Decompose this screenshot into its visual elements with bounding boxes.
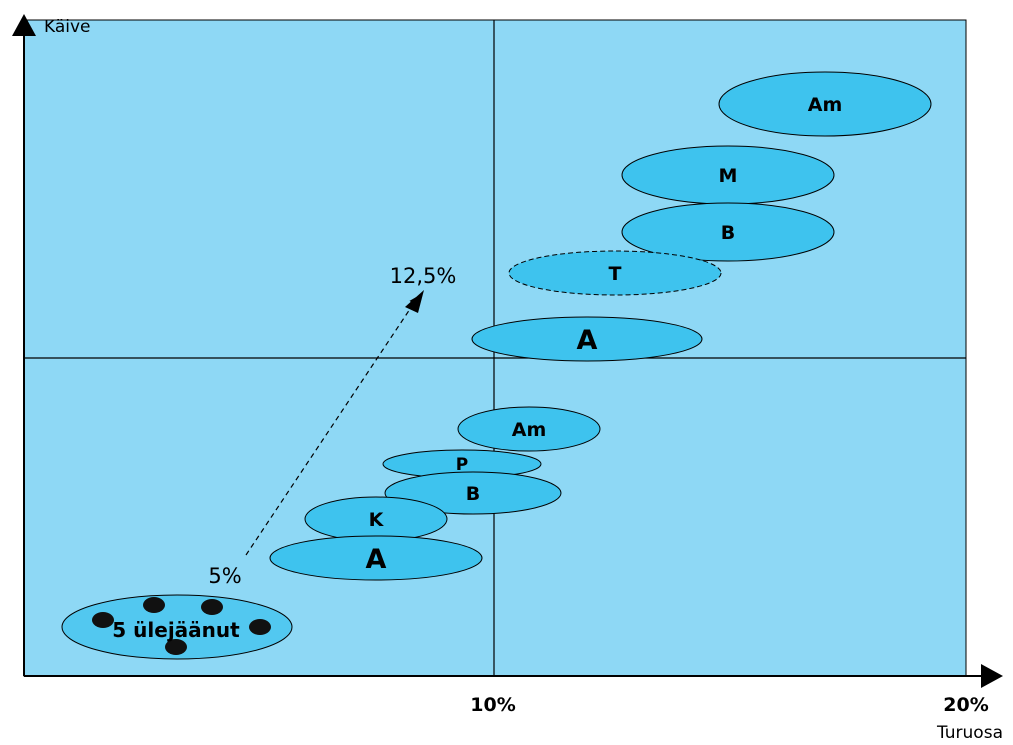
svg-text:T: T: [609, 263, 622, 285]
bubble-a-low: A: [269, 535, 483, 581]
bubble-am-top: Am: [718, 71, 932, 137]
growth-arrowhead: [405, 290, 424, 313]
bubble-b-top: B: [621, 202, 835, 262]
svg-text:M: M: [719, 165, 738, 187]
y-axis-arrowhead: [12, 14, 36, 36]
svg-text:Am: Am: [512, 419, 547, 441]
x-axis-title: Turuosa: [936, 723, 1003, 743]
svg-text:A: A: [577, 325, 598, 356]
bubble-rest: 5 ülejäänut: [61, 594, 293, 660]
competitor-dot: [165, 639, 187, 655]
svg-text:B: B: [466, 483, 480, 505]
svg-text:A: A: [366, 544, 387, 575]
svg-text:5 ülejäänut: 5 ülejäänut: [112, 618, 240, 642]
bubble-m: M: [621, 145, 835, 205]
x-tick-10: 10%: [470, 694, 515, 716]
bubble-k: K: [304, 496, 448, 542]
bubble-t: T: [508, 250, 722, 296]
svg-text:K: K: [369, 509, 385, 531]
bubble-b-low: B: [384, 471, 562, 515]
bubble-am-low: Am: [457, 406, 601, 452]
competitor-dot: [201, 599, 223, 615]
competitor-dot: [92, 612, 114, 628]
growth-start-label: 5%: [208, 564, 241, 588]
growth-arrow: [245, 295, 420, 556]
y-axis-title: Käive: [44, 17, 91, 37]
svg-text:Am: Am: [808, 94, 843, 116]
competitor-dot: [143, 597, 165, 613]
svg-text:B: B: [721, 222, 735, 244]
competitor-dot: [249, 619, 271, 635]
bubble-p: P: [382, 449, 542, 479]
svg-text:P: P: [456, 455, 468, 475]
x-tick-20: 20%: [943, 694, 988, 716]
x-axis-arrowhead: [981, 664, 1003, 688]
bubble-a-top: A: [471, 316, 703, 362]
growth-end-label: 12,5%: [390, 264, 457, 288]
